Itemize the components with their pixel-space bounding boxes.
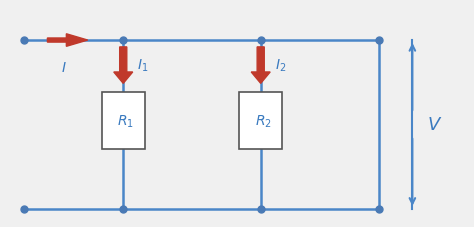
FancyArrow shape [47,35,88,47]
Text: I: I [62,61,66,75]
Text: $I_1$: $I_1$ [137,58,149,74]
Text: $R_1$: $R_1$ [117,113,134,130]
Text: $R_2$: $R_2$ [255,113,272,130]
FancyArrow shape [251,48,270,84]
Bar [102,93,145,150]
Text: V: V [428,116,440,134]
FancyArrow shape [114,48,133,84]
Bar [239,93,282,150]
Text: $I_2$: $I_2$ [275,58,286,74]
